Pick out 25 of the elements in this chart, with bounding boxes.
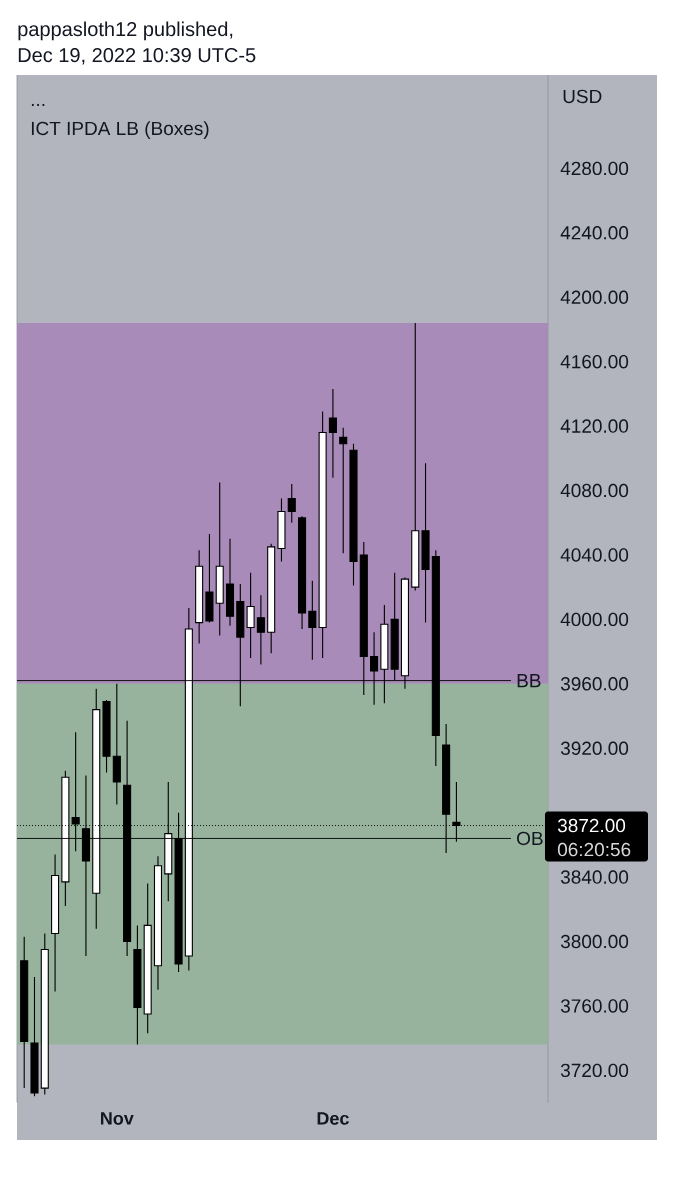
- chart-title: pappasloth12 published,: [18, 21, 233, 41]
- y-tick-label: 3960.00: [560, 677, 629, 691]
- annotation: ICT IPDA LB (Boxes): [31, 121, 209, 139]
- y-tick-label: 4200.00: [560, 290, 629, 304]
- y-tick-label: 3800.00: [560, 934, 629, 949]
- ref-line-label: OB: [517, 831, 543, 846]
- y-tick-label: 4120.00: [560, 419, 629, 433]
- x-tick-label: Nov: [101, 1112, 134, 1125]
- annotation: ...: [31, 103, 45, 106]
- y-tick-label: 4280.00: [560, 161, 629, 176]
- ref-line-label: BB: [517, 674, 541, 688]
- x-tick-label: Dec: [317, 1112, 349, 1125]
- y-tick-label: 4080.00: [560, 483, 629, 498]
- y-tick-label: 4160.00: [560, 354, 629, 369]
- y-tick-label: 3840.00: [560, 870, 629, 884]
- chart-subtitle: Dec 19, 2022 10:39 UTC-5: [18, 48, 256, 65]
- y-tick-label: 4000.00: [560, 612, 629, 627]
- y-axis-title: USD: [563, 89, 602, 104]
- y-tick-label: 3720.00: [560, 1063, 629, 1078]
- text: 06:20:56: [557, 842, 631, 857]
- ref-line-label: 3872.00: [557, 818, 626, 833]
- y-tick-label: 4040.00: [560, 548, 629, 562]
- y-tick-label: 3920.00: [560, 741, 629, 755]
- y-tick-label: 3760.00: [560, 999, 629, 1013]
- y-tick-label: 4240.00: [560, 226, 629, 240]
